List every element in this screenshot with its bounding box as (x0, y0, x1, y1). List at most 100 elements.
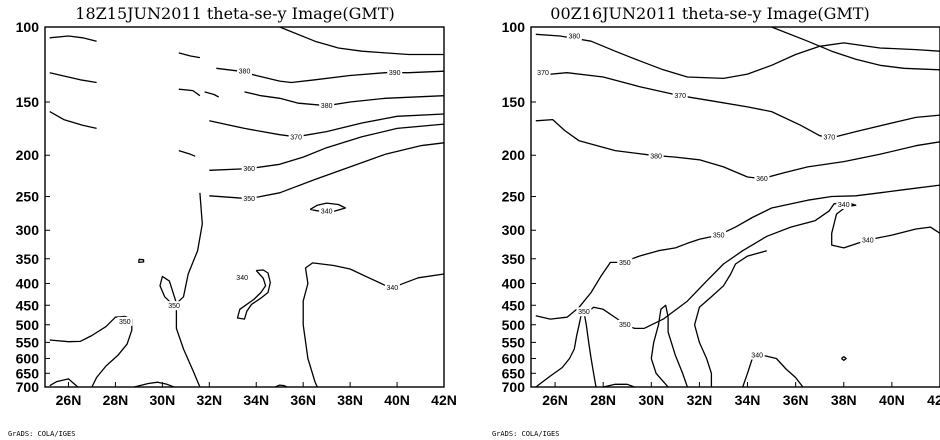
contour-label-bg (749, 350, 765, 360)
contour-line (178, 88, 201, 97)
contour-line (535, 72, 940, 139)
contour-label-bg (566, 31, 582, 41)
contour-line (178, 52, 201, 59)
contour-label-bg (288, 132, 304, 142)
x-tick-label: 30N (150, 392, 176, 408)
y-tick-label: 400 (16, 275, 40, 291)
contour-line (244, 91, 445, 107)
contour-line (535, 184, 940, 320)
x-tick-label: 40N (879, 392, 905, 408)
contour-line (236, 269, 271, 320)
contour-label: 340 (751, 353, 763, 360)
contour-line (49, 378, 79, 388)
contour-label-bg (576, 307, 592, 317)
contour-label-bg (648, 151, 664, 161)
x-tick-label: 34N (735, 392, 761, 408)
contour-line (49, 35, 97, 42)
contour-label-bg (860, 235, 876, 245)
y-tick-label: 300 (16, 222, 40, 238)
contour-label-bg (387, 68, 403, 78)
contour-label: 340 (387, 285, 399, 292)
contour-label-bg (384, 283, 400, 293)
contour-label-bg (234, 272, 250, 282)
y-tick-label: 500 (16, 317, 40, 333)
contour-label: 380 (321, 103, 333, 110)
contour-line (693, 250, 767, 387)
contour-label: 340 (321, 208, 333, 215)
y-tick-label: 550 (502, 334, 526, 350)
contour-line (159, 192, 203, 388)
contour-label: 360 (243, 166, 255, 173)
contour-line (204, 91, 220, 98)
y-tick-label: 300 (502, 222, 526, 238)
contour-label: 350 (578, 309, 590, 316)
contour-label-bg (319, 101, 335, 111)
x-tick-label: 26N (542, 392, 568, 408)
contour-label: 390 (389, 70, 401, 77)
x-tick-label: 26N (56, 392, 82, 408)
y-tick-label: 650 (502, 365, 526, 381)
contour-label: 370 (537, 70, 549, 77)
x-tick-label: 36N (783, 392, 809, 408)
chart-title: 00Z16JUN2011 theta-se-y Image(GMT) (550, 4, 869, 23)
contour-label: 350 (713, 233, 725, 240)
y-tick-label: 250 (502, 189, 526, 205)
contour-label-bg (237, 66, 252, 76)
contour-label-bg (166, 301, 182, 311)
contour-label-bg (711, 230, 727, 240)
y-tick-label: 450 (16, 297, 40, 313)
contour-line (138, 258, 145, 264)
contour-line (535, 311, 597, 388)
contour-label: 370 (290, 134, 302, 141)
x-tick-label: 28N (103, 392, 129, 408)
x-tick-label: 38N (337, 392, 363, 408)
contour-line (771, 26, 940, 71)
y-tick-label: 150 (16, 94, 40, 110)
contour-label: 350 (243, 196, 255, 203)
y-tick-label: 600 (502, 350, 526, 366)
x-tick-label: 34N (243, 392, 269, 408)
contour-line (49, 315, 133, 388)
contour-label: 340 (838, 202, 850, 209)
contour-label: 360 (756, 176, 768, 183)
contour-label-bg (836, 199, 852, 209)
contour-line (742, 354, 804, 388)
x-tick-label: 38N (831, 392, 857, 408)
y-tick-label: 100 (502, 19, 526, 35)
credit-text: GrADS: COLA/IGES (8, 430, 75, 438)
contour-line (134, 381, 175, 388)
contour-label: 350 (168, 303, 180, 310)
y-tick-label: 200 (16, 147, 40, 163)
y-tick-label: 400 (502, 275, 526, 291)
contour-label-bg (617, 257, 633, 267)
y-tick-label: 350 (502, 251, 526, 267)
contour-label: 380 (650, 154, 662, 161)
x-tick-label: 42N (431, 392, 457, 408)
chart-panel-right: 00Z16JUN2011 theta-se-y Image(GMT) 26N 28… (492, 4, 940, 438)
x-tick-label: 30N (638, 392, 664, 408)
contour-label: 350 (119, 319, 131, 326)
x-tick-label: 40N (384, 392, 410, 408)
y-tick-label: 450 (502, 297, 526, 313)
contour-label: 350 (619, 260, 631, 267)
contour-line (603, 383, 635, 388)
y-tick-label: 150 (502, 94, 526, 110)
x-tick-label: 42N (927, 392, 940, 408)
y-tick-label: 550 (16, 334, 40, 350)
contour-line (209, 113, 445, 138)
contour-label-bg (241, 164, 257, 174)
contour-line (49, 72, 97, 84)
x-tick-label: 28N (590, 392, 616, 408)
contour-label: 340 (862, 237, 874, 244)
contour-line (650, 304, 689, 388)
x-tick-label: 32N (687, 392, 713, 408)
y-tick-label: 600 (16, 350, 40, 366)
chart-title: 18Z15JUN2011 theta-se-y Image(GMT) (75, 4, 394, 23)
y-tick-label: 700 (502, 379, 526, 395)
y-tick-label: 700 (16, 379, 40, 395)
contour-label: 370 (823, 134, 835, 141)
x-tick-label: 32N (196, 392, 222, 408)
contour-line (535, 118, 940, 180)
contour-label-bg (117, 316, 133, 326)
